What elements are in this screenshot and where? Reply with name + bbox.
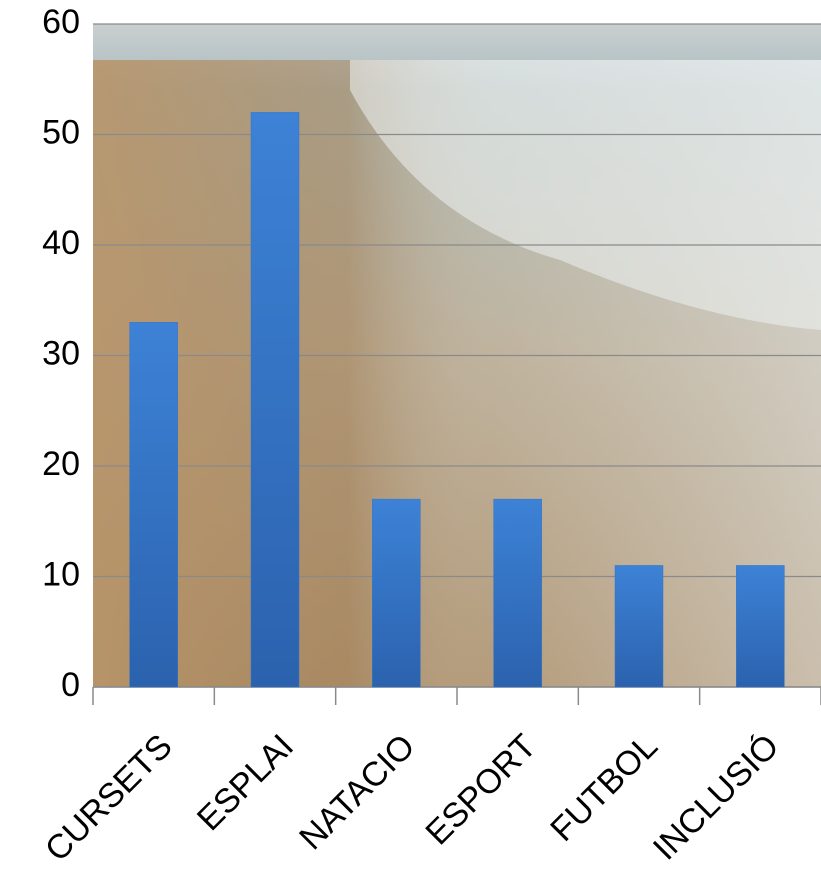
y-tick-label: 50 [42, 113, 80, 151]
y-tick-label: 30 [42, 334, 80, 372]
y-tick-label: 40 [42, 224, 80, 262]
x-tick-label: ESPLAI [190, 727, 301, 838]
y-tick-label: 0 [61, 666, 80, 704]
x-tick-label: FUTBOL [543, 727, 665, 849]
bar [614, 565, 664, 688]
x-tick-label: NATACIO [292, 727, 422, 857]
bar [493, 498, 542, 688]
y-tick-label: 20 [42, 445, 80, 483]
x-tick-label: INCLUSIÓ [646, 727, 786, 867]
bar [372, 498, 421, 688]
x-tick-label: CURSETS [38, 727, 180, 869]
bar [129, 322, 178, 688]
bar [250, 112, 300, 688]
y-tick-label: 10 [42, 555, 80, 593]
bar [736, 565, 785, 688]
x-tick-label: ESPORT [418, 727, 543, 852]
y-tick-label: 60 [42, 3, 80, 41]
